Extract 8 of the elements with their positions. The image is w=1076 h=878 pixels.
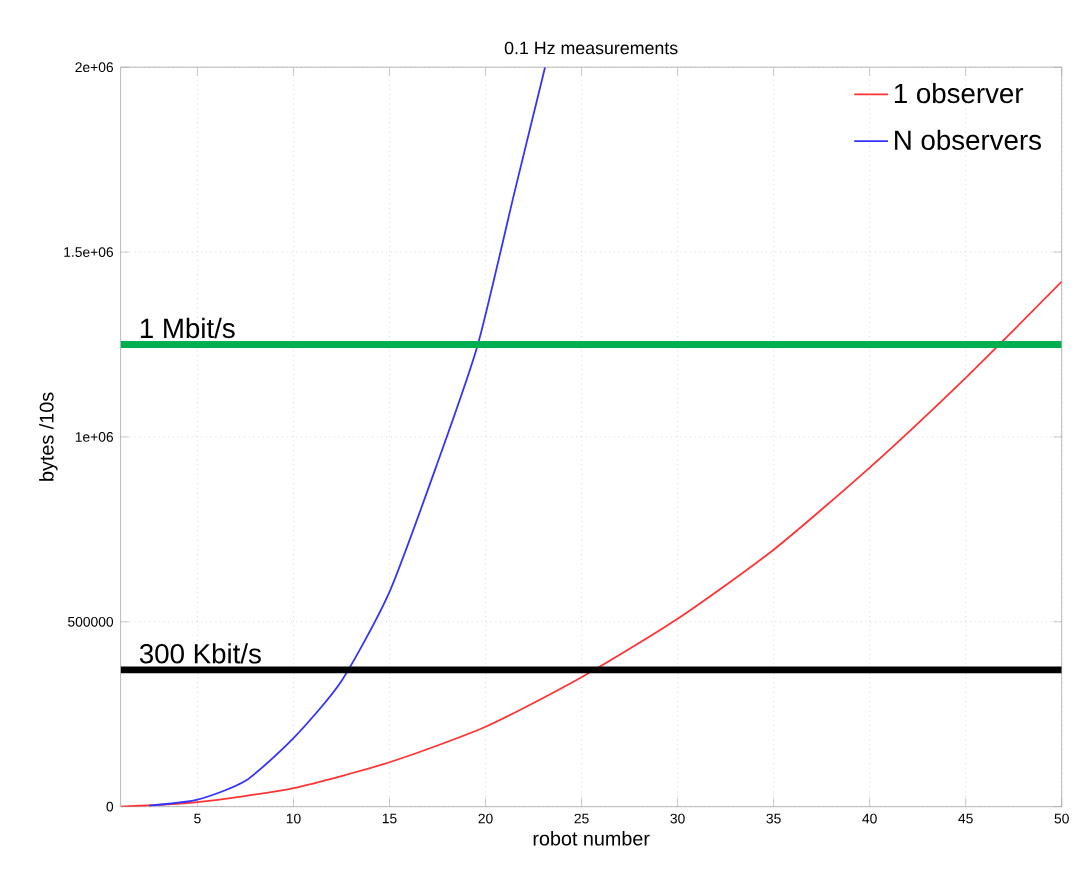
legend-label: N observers: [895, 129, 1041, 151]
ref-line-label: 300 Kbit/s: [139, 643, 261, 664]
legend-label: 1 observer: [894, 82, 1024, 104]
chart-title: 0.1 Hz measurements: [504, 41, 678, 55]
ref-line-label: 1 Mbit/s: [140, 317, 235, 339]
y-axis-title: bytes /10s: [39, 392, 58, 481]
line-series: [120, 280, 1062, 807]
x-axis-title: robot number: [533, 831, 650, 846]
